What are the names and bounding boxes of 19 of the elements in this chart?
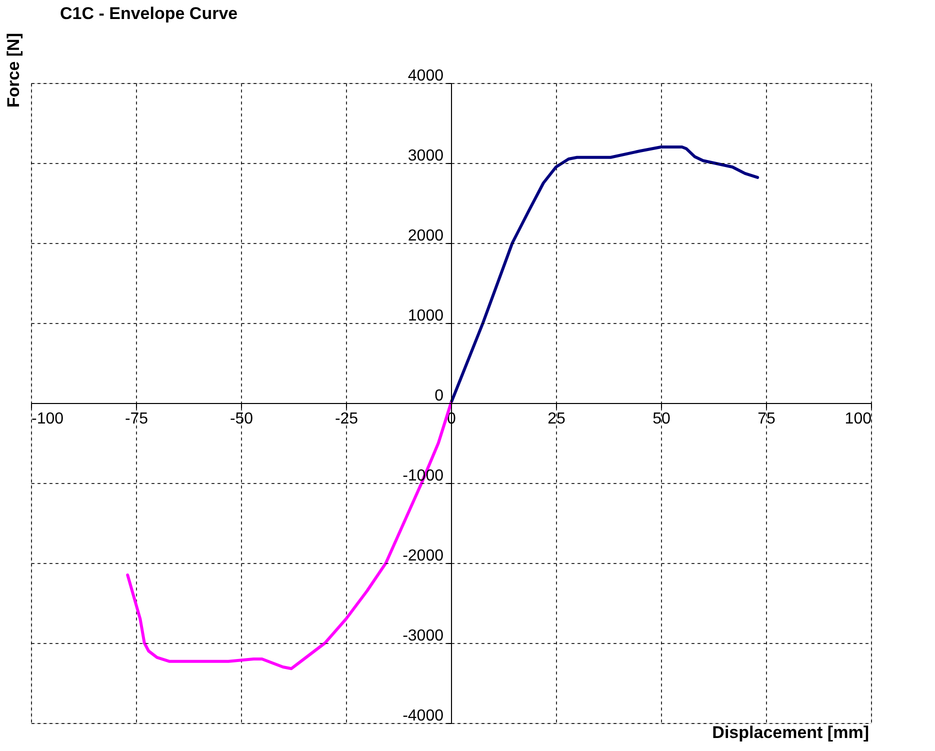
y-tick-label: 4000 <box>408 68 444 84</box>
chart-title: C1C - Envelope Curve <box>60 4 238 23</box>
x-tick-label: -100 <box>32 410 64 428</box>
y-tick-label: 2000 <box>408 228 444 244</box>
x-tick-label: 25 <box>548 410 566 428</box>
y-tick-label: 0 <box>434 388 444 404</box>
y-tick-label: -4000 <box>402 708 444 724</box>
y-axis-title: Force [N] <box>4 33 23 108</box>
x-tick-label: 50 <box>652 410 670 428</box>
x-tick-label: -50 <box>230 410 254 428</box>
x-tick-label: -25 <box>334 410 358 428</box>
y-tick-label: 3000 <box>408 148 444 164</box>
y-tick-label: 1000 <box>408 308 444 324</box>
x-tick-label: -75 <box>124 410 148 428</box>
x-tick-label: 75 <box>758 410 776 428</box>
y-tick-label: -2000 <box>402 548 444 564</box>
x-tick-label: 100 <box>844 410 872 428</box>
x-axis-title: Displacement [mm] <box>712 723 869 742</box>
y-tick-label: -3000 <box>402 628 444 644</box>
